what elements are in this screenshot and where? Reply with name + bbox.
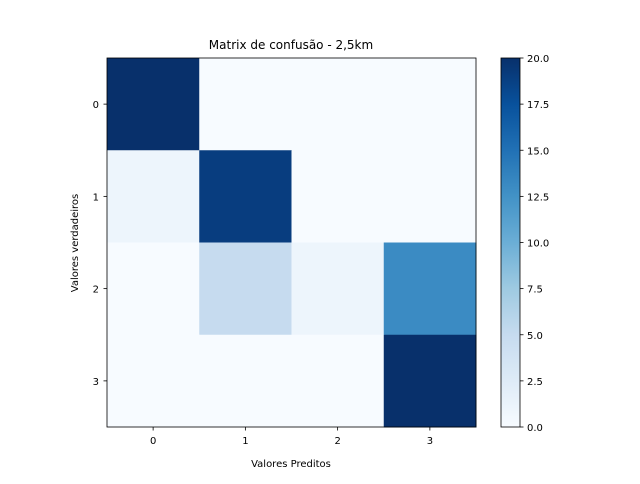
colorbar-tick-label-6: 15.0 xyxy=(527,146,549,157)
y-axis-label: Valores verdadeiros xyxy=(70,194,81,293)
heatmap-cell-1-3 xyxy=(383,150,477,243)
y-tick-label-0: 0 xyxy=(93,100,99,111)
x-tick-label-3: 3 xyxy=(427,436,433,447)
heatmap-cell-3-2 xyxy=(291,334,385,428)
x-axis-ticks: 0 1 2 3 xyxy=(150,427,433,447)
colorbar-tick-label-2: 5.0 xyxy=(527,331,543,342)
colorbar-tick-label-3: 7.5 xyxy=(527,285,543,296)
colorbar-tick-label-8: 20.0 xyxy=(527,54,549,65)
x-tick-label-0: 0 xyxy=(150,436,156,447)
heatmap-cell-0-0 xyxy=(107,58,200,151)
y-tick-label-3: 3 xyxy=(93,377,99,388)
colorbar-tick-label-5: 12.5 xyxy=(527,192,549,203)
chart-title: Matrix de confusão - 2,5km xyxy=(209,38,373,52)
y-tick-label-2: 2 xyxy=(93,285,99,296)
heatmap-cell-3-0 xyxy=(107,334,200,428)
colorbar-tick-label-1: 2.5 xyxy=(527,377,543,388)
heatmap-cell-0-3 xyxy=(383,58,477,151)
heatmap-cell-2-2 xyxy=(291,242,385,336)
heatmap-cell-3-1 xyxy=(199,334,292,428)
heatmap-cell-2-0 xyxy=(107,242,200,336)
heatmap-cells xyxy=(107,58,477,428)
heatmap-cell-0-1 xyxy=(199,58,292,151)
y-tick-label-1: 1 xyxy=(93,192,99,203)
heatmap-cell-2-3 xyxy=(383,242,477,336)
heatmap-cell-1-2 xyxy=(291,150,385,243)
plot-frame xyxy=(106,57,477,428)
colorbar-tick-label-7: 17.5 xyxy=(527,100,549,111)
colorbar-tick-label-4: 10.0 xyxy=(527,239,549,250)
y-axis-ticks: 0 1 2 3 xyxy=(93,100,107,388)
colorbar xyxy=(500,57,521,428)
heatmap-cell-3-3 xyxy=(383,334,477,428)
heatmap-cell-1-0 xyxy=(107,150,200,243)
x-axis-label: Valores Preditos xyxy=(251,459,331,470)
heatmap-cell-0-2 xyxy=(291,58,385,151)
heatmap-cell-1-1 xyxy=(199,150,292,243)
colorbar-ticks: 0.0 2.5 5.0 7.5 10.0 12.5 15.0 17.5 20.0 xyxy=(520,54,549,434)
x-tick-label-1: 1 xyxy=(242,436,248,447)
x-tick-label-2: 2 xyxy=(334,436,340,447)
colorbar-tick-label-0: 0.0 xyxy=(527,423,543,434)
heatmap-cell-2-1 xyxy=(199,242,292,336)
